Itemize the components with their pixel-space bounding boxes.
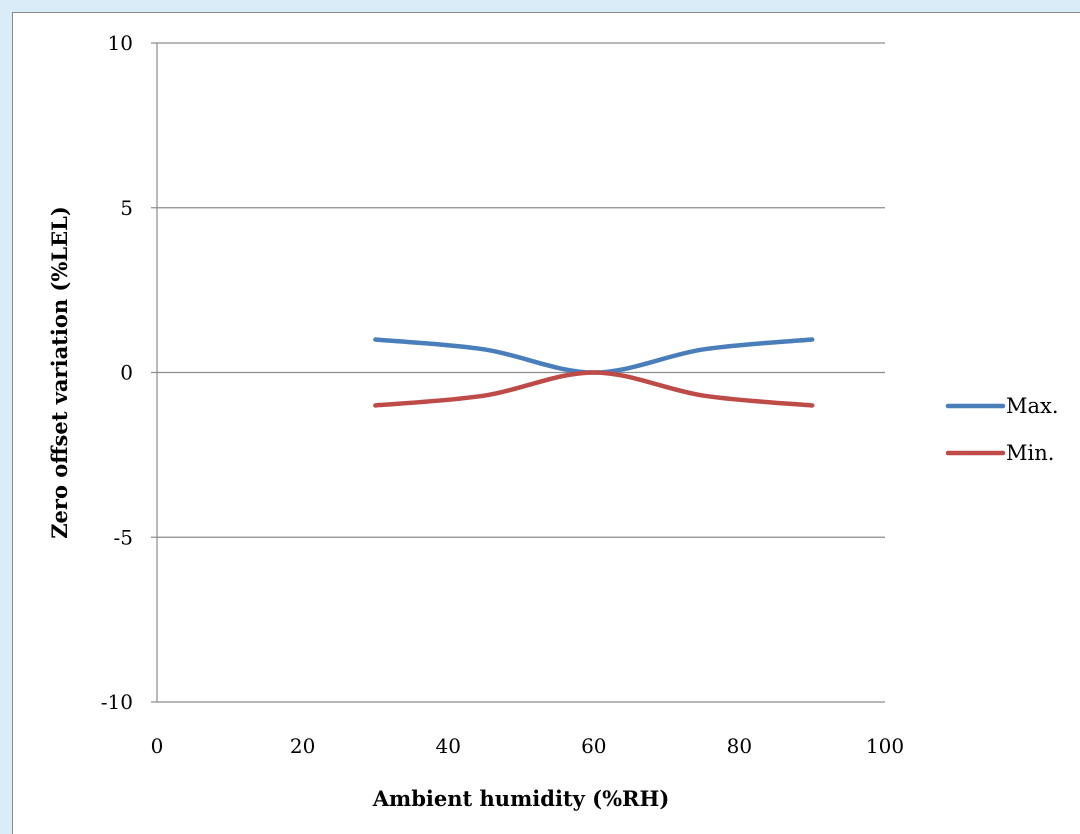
x-tick-label: 60: [581, 734, 606, 758]
series-line-max: [373, 337, 815, 375]
chart-area: [12, 12, 1080, 834]
y-tick-label: 0: [120, 361, 133, 385]
x-tick-label: 40: [435, 734, 460, 758]
x-tick-label: 80: [727, 734, 752, 758]
y-tick-label: 10: [108, 31, 133, 55]
legend-label-max: Max.: [1006, 394, 1059, 418]
y-axis-ticks: 10 5 0 -5 -10: [101, 31, 133, 714]
legend-label-min: Min.: [1006, 441, 1054, 465]
x-tick-label: 0: [151, 734, 164, 758]
series-lines: [373, 337, 815, 408]
x-axis-title: Ambient humidity (%RH): [372, 786, 670, 811]
x-axis-ticks: 0 20 40 60 80 100: [151, 734, 904, 758]
x-tick-label: 20: [290, 734, 315, 758]
y-tick-label: 5: [120, 196, 133, 220]
gridlines: [151, 42, 885, 703]
y-axis-title: Zero offset variation (%LEL): [47, 206, 72, 539]
y-tick-label: -5: [114, 525, 133, 549]
series-line-min: [373, 370, 815, 408]
legend: Max. Min.: [945, 394, 1059, 465]
y-tick-label: -10: [101, 690, 133, 714]
x-tick-label: 100: [866, 734, 904, 758]
